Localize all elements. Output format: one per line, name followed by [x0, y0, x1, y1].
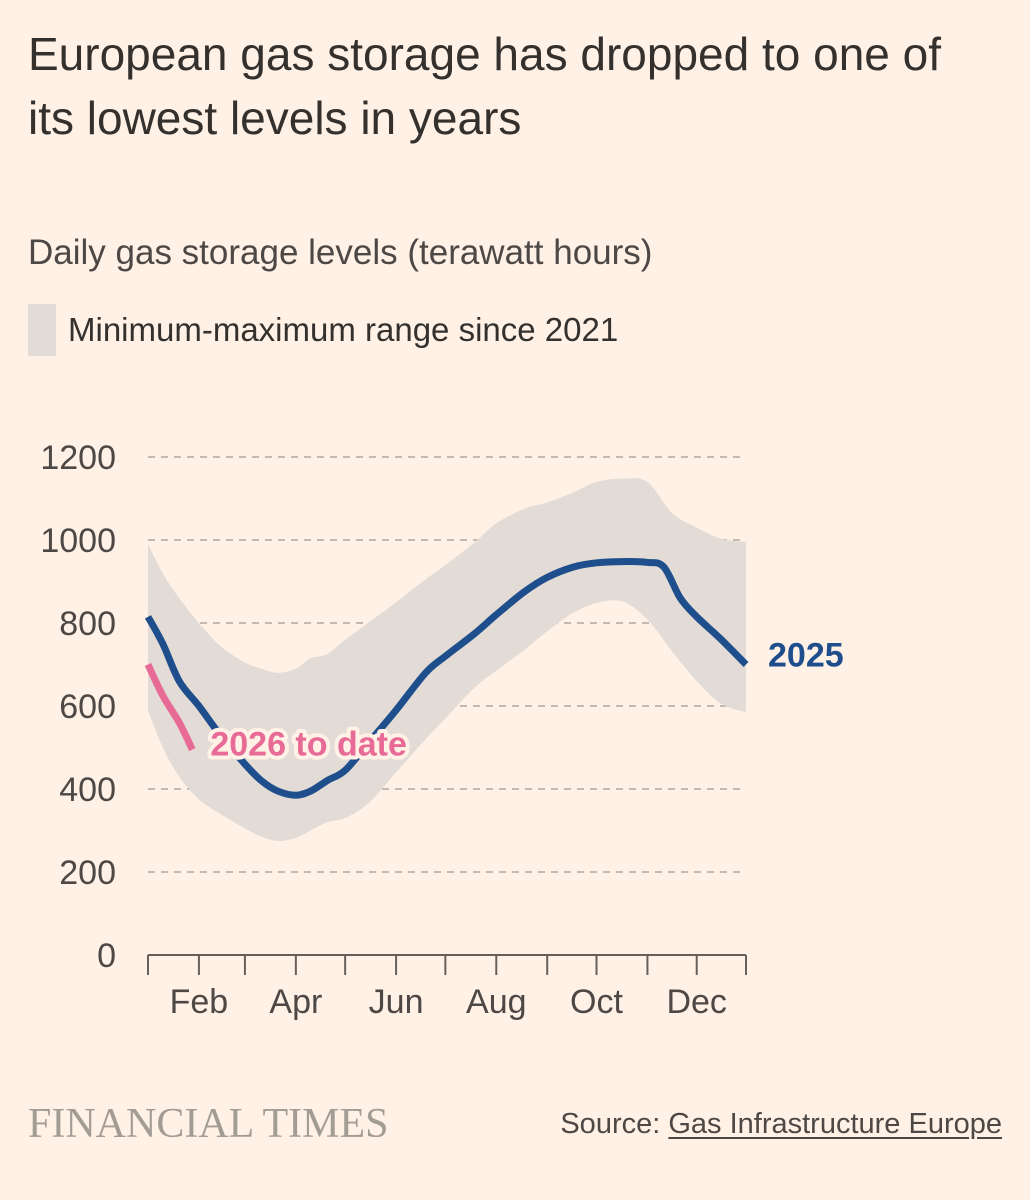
series-label-2026-to-date: 2026 to date	[210, 726, 407, 764]
y-tick-label: 600	[59, 688, 116, 726]
x-tick-label-dec: Dec	[666, 983, 726, 1021]
y-tick-label: 800	[59, 605, 116, 643]
x-axis: Feb Apr Jun Aug Oct Dec	[147, 954, 747, 1021]
series-lines	[144, 558, 749, 799]
y-tick-label: 200	[59, 854, 116, 892]
y-tick-label: 1200	[40, 439, 116, 477]
y-tick-label: 400	[59, 771, 116, 809]
chart-subtitle: Daily gas storage levels (terawatt hours…	[28, 233, 653, 272]
legend-range-swatch	[28, 304, 56, 356]
x-tick-label-jun: Jun	[369, 983, 424, 1021]
series-line-2026-to-date	[144, 663, 196, 752]
ft-logo: FINANCIAL TIMES	[28, 1101, 389, 1147]
legend-range-label: Minimum-maximum range since 2021	[68, 311, 619, 348]
min-max-range-band	[148, 478, 746, 841]
y-tick-label: 0	[97, 937, 116, 975]
chart-labels: 0 200 400 600 800 1000 1200 2025 2026 to date	[40, 439, 843, 975]
legend: Minimum-maximum range since 2021	[28, 304, 618, 356]
source-link[interactable]: Gas Infrastructure Europe	[668, 1108, 1002, 1140]
source-prefix: Source:	[560, 1108, 669, 1140]
x-tick-label-oct: Oct	[570, 983, 623, 1021]
range-band-layer	[148, 478, 746, 841]
x-tick-label-apr: Apr	[269, 983, 322, 1021]
series-line-2025	[144, 558, 749, 799]
x-tick-label-feb: Feb	[170, 983, 229, 1021]
gas-storage-chart: Feb Apr Jun Aug Oct Dec 0 200 400 600 800 1000 1200…	[40, 439, 843, 1021]
series-label-2025: 2025	[768, 637, 844, 675]
page-title: European gas storage has dropped to one …	[28, 28, 942, 144]
source-note: Source: Gas Infrastructure Europe	[560, 1108, 1002, 1141]
x-tick-label-aug: Aug	[466, 983, 527, 1021]
y-tick-label: 1000	[40, 522, 116, 560]
